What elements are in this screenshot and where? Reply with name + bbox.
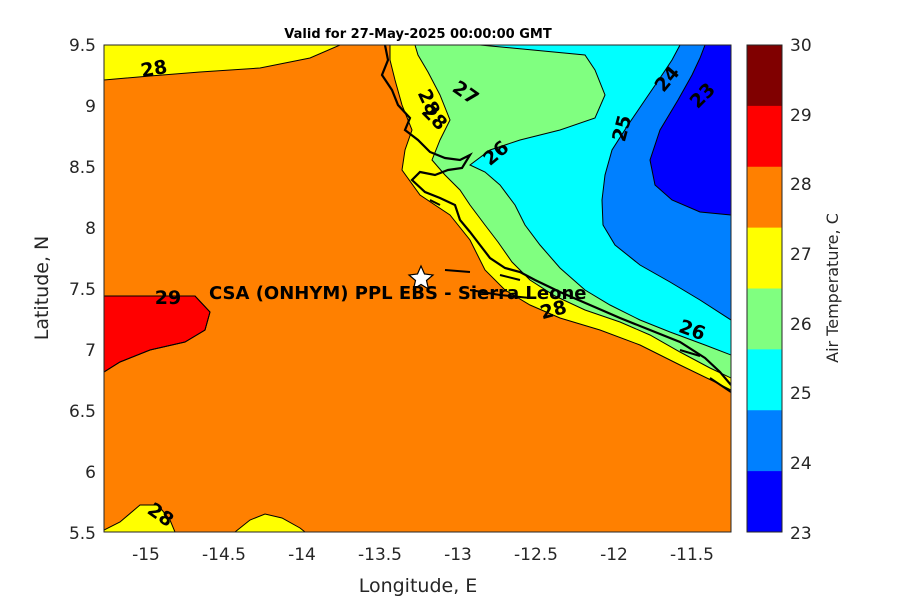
y-tick-label: 9.5 — [69, 36, 96, 56]
colorbar-tick: 29 — [790, 106, 812, 126]
colorbar: 30 29 28 27 26 25 24 23 Air Temperature,… — [746, 36, 842, 544]
colorbar-cell — [747, 410, 782, 472]
contour-label: 28 — [139, 56, 169, 82]
band-23-24 — [649, 45, 731, 216]
y-axis-label: Latitude, N — [31, 236, 53, 341]
y-tick-label: 6.5 — [69, 402, 96, 422]
colorbar-cell — [747, 227, 782, 289]
colorbar-tick: 24 — [790, 454, 812, 474]
contour-field — [104, 45, 731, 532]
y-axis: 9.5 9 8.5 8 7.5 7 6.5 6 5.5 Latitude, N — [31, 36, 96, 544]
site-star-icon — [407, 264, 435, 291]
contour-29 — [104, 295, 211, 373]
colorbar-tick: 23 — [790, 524, 812, 544]
y-tick-label: 8 — [85, 219, 96, 239]
colorbar-tick: 27 — [790, 245, 812, 265]
colorbar-cell — [747, 471, 782, 533]
x-tick-label: -11.5 — [670, 545, 714, 565]
y-tick-label: 8.5 — [69, 158, 96, 178]
colorbar-tick: 26 — [790, 315, 812, 335]
x-tick-label: -15 — [132, 545, 160, 565]
y-tick-label: 5.5 — [69, 524, 96, 544]
plot-frame — [103, 44, 732, 533]
x-tick-label: -14.5 — [202, 545, 246, 565]
y-tick-label: 7.5 — [69, 280, 96, 300]
colorbar-label: Air Temperature, C — [823, 213, 842, 363]
colorbar-cells — [747, 45, 782, 533]
colorbar-cell — [747, 105, 782, 168]
band-27-28-sw — [104, 504, 176, 532]
coastline-islands — [429, 199, 731, 393]
x-axis-label: Longitude, E — [359, 575, 478, 597]
y-tick-label: 9 — [85, 97, 96, 117]
colorbar-cell — [747, 349, 782, 411]
site-label: CSA (ONHYM) PPL EBS - Sierra Leone — [209, 283, 586, 304]
colorbar-tick: 25 — [790, 384, 812, 404]
x-tick-label: -14 — [288, 545, 316, 565]
colorbar-cell — [747, 45, 782, 107]
band-27-28-s — [234, 513, 306, 532]
y-tick-label: 6 — [85, 463, 96, 483]
colorbar-cell — [747, 166, 782, 229]
colorbar-frame — [746, 44, 783, 533]
colorbar-tick: 30 — [790, 36, 812, 56]
coastline — [380, 45, 731, 386]
x-tick-label: -12 — [600, 545, 628, 565]
map-title: Valid for 27-May-2025 00:00:00 GMT — [284, 27, 552, 42]
y-tick-label: 7 — [85, 341, 96, 361]
x-axis: -15 -14.5 -14 -13.5 -13 -12.5 -12 -11.5 … — [132, 545, 714, 597]
band-27-28-nw — [104, 45, 341, 81]
colorbar-cell — [747, 288, 782, 350]
colorbar-tick: 28 — [790, 175, 812, 195]
x-tick-label: -13 — [444, 545, 472, 565]
contour-label: 29 — [155, 287, 181, 309]
x-tick-label: -12.5 — [514, 545, 558, 565]
x-tick-label: -13.5 — [358, 545, 402, 565]
